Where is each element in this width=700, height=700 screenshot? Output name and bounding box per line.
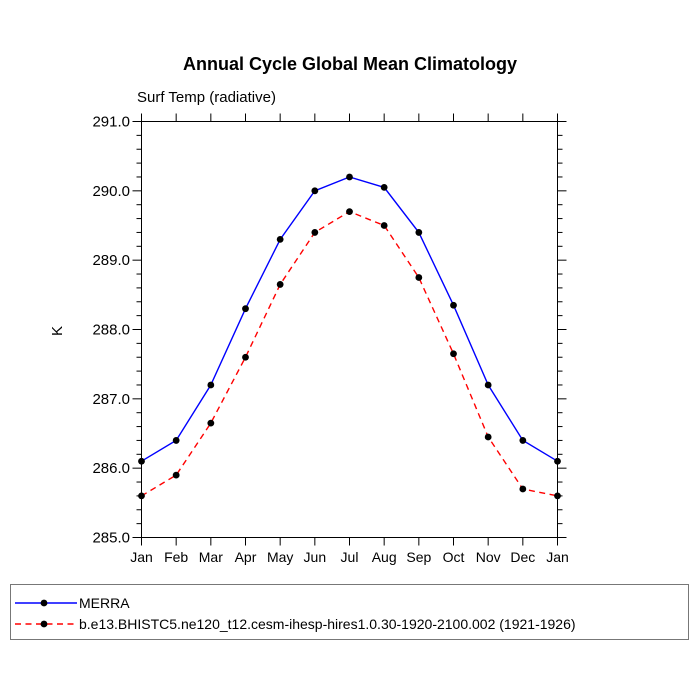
legend-item-label: b.e13.BHISTC5.ne120_t12.cesm-ihesp-hires… bbox=[79, 615, 576, 632]
data-point-marker bbox=[346, 208, 353, 216]
data-point-marker bbox=[138, 457, 145, 465]
x-axis-tick-label: Nov bbox=[476, 549, 501, 565]
plot-frame bbox=[141, 121, 558, 538]
x-axis-tick-label: Mar bbox=[199, 549, 223, 565]
y-axis-tick-label: 287.0 bbox=[92, 391, 130, 408]
data-point-marker bbox=[276, 281, 284, 288]
x-axis-tick-label: Dec bbox=[510, 549, 535, 565]
x-axis-tick-label: Jun bbox=[304, 549, 327, 565]
x-axis-tick-label: Sep bbox=[406, 549, 431, 565]
x-axis-tick-label: May bbox=[267, 549, 293, 565]
legend-line-sample bbox=[15, 620, 77, 627]
series-line-0 bbox=[141, 176, 558, 462]
x-axis-tick-label: Jan bbox=[130, 549, 153, 565]
x-axis-tick-label: Aug bbox=[372, 549, 397, 565]
data-point-marker bbox=[276, 235, 284, 243]
data-point-marker bbox=[207, 419, 215, 427]
legend-item-label: MERRA bbox=[79, 594, 130, 611]
legend: MERRA b.e13.BHISTC5.ne120_t12.cesm-ihesp-… bbox=[10, 584, 689, 640]
data-point-marker bbox=[484, 433, 492, 441]
data-point-marker bbox=[242, 305, 249, 313]
data-point-marker bbox=[519, 485, 527, 493]
chart-title: Annual Cycle Global Mean Climatology bbox=[182, 54, 518, 74]
data-point-marker bbox=[207, 381, 215, 389]
data-point-marker bbox=[415, 274, 423, 281]
data-point-marker bbox=[380, 183, 388, 191]
data-point-marker bbox=[519, 437, 527, 444]
data-point-marker bbox=[450, 301, 457, 309]
data-point-marker bbox=[311, 187, 319, 195]
x-axis-tick-label: Jan bbox=[546, 549, 569, 565]
data-point-marker bbox=[138, 492, 145, 500]
legend-line-sample bbox=[15, 599, 77, 606]
x-axis-tick-label: Oct bbox=[443, 549, 465, 565]
data-point-marker bbox=[450, 350, 457, 358]
legend-marker bbox=[40, 620, 48, 627]
legend-item: b.e13.BHISTC5.ne120_t12.cesm-ihesp-hires… bbox=[11, 613, 688, 634]
data-point-marker bbox=[484, 381, 492, 389]
y-axis-label: K bbox=[49, 326, 66, 336]
y-axis-tick-label: 290.0 bbox=[92, 183, 130, 200]
data-point-marker bbox=[311, 229, 319, 236]
y-axis-tick-label: 291.0 bbox=[92, 114, 130, 131]
data-point-marker bbox=[346, 173, 353, 181]
data-point-marker bbox=[415, 229, 423, 236]
data-point-marker bbox=[380, 222, 388, 229]
y-axis-tick-label: 285.0 bbox=[92, 530, 130, 547]
data-point-marker bbox=[554, 457, 561, 465]
chart-subtitle: Surf Temp (radiative) bbox=[137, 89, 276, 106]
series-line-1 bbox=[141, 210, 558, 497]
legend-marker bbox=[40, 599, 48, 606]
data-point-marker bbox=[172, 437, 180, 444]
data-point-marker bbox=[172, 471, 180, 479]
data-point-marker bbox=[554, 492, 561, 500]
y-axis-tick-label: 289.0 bbox=[92, 252, 130, 269]
y-axis-tick-label: 288.0 bbox=[92, 322, 130, 339]
x-axis-tick-label: Jul bbox=[341, 549, 359, 565]
x-axis-tick-label: Feb bbox=[164, 549, 188, 565]
x-axis-tick-label: Apr bbox=[235, 549, 257, 565]
data-point-marker bbox=[242, 353, 249, 361]
y-axis-tick-label: 286.0 bbox=[92, 460, 130, 477]
legend-item: MERRA bbox=[11, 592, 688, 613]
